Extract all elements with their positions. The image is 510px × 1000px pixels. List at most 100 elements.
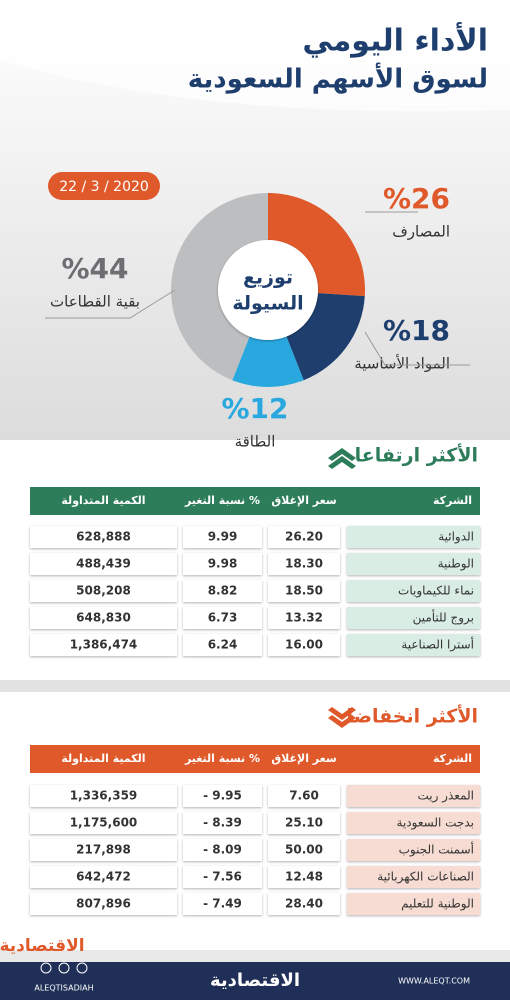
footer-strip	[0, 950, 510, 962]
cell-value: 488,439	[76, 557, 131, 571]
table-cell	[347, 580, 480, 602]
table-cell	[30, 866, 177, 888]
cell-value: 16.00	[285, 638, 323, 652]
table-cell	[268, 866, 340, 888]
cell-value: - 7.49	[203, 897, 242, 911]
table-cell	[183, 634, 262, 656]
down-icon	[328, 707, 356, 728]
date: 22 / 3 / 2020	[59, 179, 149, 195]
center-label: السيولة	[232, 293, 303, 315]
table-cell	[183, 526, 262, 548]
cell-value: 1,175,600	[70, 816, 138, 830]
table-cell	[30, 526, 177, 548]
table-cell	[347, 785, 480, 807]
table-cell	[268, 634, 340, 656]
footer-bar	[0, 962, 510, 1000]
cell-value: 18.30	[285, 557, 323, 571]
cell-value: - 7.56	[203, 870, 242, 884]
cell-value: 508,208	[76, 584, 131, 598]
table-cell	[30, 607, 177, 629]
category-label: المصارف	[392, 223, 450, 241]
table-cell	[183, 580, 262, 602]
date-pill	[48, 172, 160, 200]
table-header: نسبة التغير %	[184, 494, 260, 507]
cell-value: - 8.09	[203, 843, 242, 857]
cell-value: 7.60	[289, 789, 319, 803]
table-cell	[183, 812, 262, 834]
social-icon	[40, 962, 52, 974]
company-name: أسمنت الجنوب	[399, 842, 474, 858]
value-label: %26	[383, 182, 450, 215]
cell-value: 26.20	[285, 530, 323, 544]
table-cell	[347, 526, 480, 548]
table-cell	[30, 839, 177, 861]
company-name: المعذر ريت	[417, 789, 474, 804]
table-cell	[347, 839, 480, 861]
table-cell	[183, 839, 262, 861]
company-name: أسترا الصناعية	[401, 637, 474, 653]
cell-value: 8.82	[208, 584, 238, 598]
table-header-bar	[30, 487, 480, 515]
cell-value: 6.24	[208, 638, 238, 652]
table-cell	[30, 580, 177, 602]
company-name: الدوائية	[438, 530, 474, 545]
center-label: توزيع	[243, 267, 293, 289]
footer-website: WWW.ALEQT.COM	[398, 977, 470, 986]
leader-line	[45, 289, 176, 319]
social-icon	[58, 962, 70, 974]
table-header-bar	[30, 745, 480, 773]
social-icon	[76, 962, 88, 974]
table-header: الكمية المتداولة	[61, 752, 145, 765]
top-swoosh	[0, 0, 510, 112]
table-cell	[183, 553, 262, 575]
footer-handle: ALEQTISADIAH	[34, 984, 93, 993]
table-cell	[30, 785, 177, 807]
table-cell	[268, 580, 340, 602]
cell-value: 28.40	[285, 897, 323, 911]
divider	[0, 680, 510, 692]
table-cell	[347, 893, 480, 915]
table-header: نسبة التغير %	[184, 752, 260, 765]
cell-value: 13.32	[285, 611, 323, 625]
table-cell	[347, 866, 480, 888]
table-cell	[183, 866, 262, 888]
title: الأداء اليومي	[302, 22, 488, 59]
value-label: %18	[383, 314, 450, 347]
cell-value: 628,888	[76, 530, 131, 544]
cell-value: 50.00	[285, 843, 323, 857]
value-label: %12	[221, 392, 288, 425]
cell-value: 12.48	[285, 870, 323, 884]
company-name: نماء للكيماويات	[398, 584, 474, 599]
table-cell	[347, 553, 480, 575]
cell-value: 9.98	[208, 557, 238, 571]
table-header: الشركة	[433, 752, 472, 765]
table-cell	[268, 607, 340, 629]
subtitle: لسوق الأسهم السعودية	[188, 63, 488, 95]
table-cell	[183, 785, 262, 807]
cell-value: 1,336,359	[70, 789, 138, 803]
donut-segment	[170, 193, 268, 381]
company-name: بروج للتأمين	[413, 609, 474, 626]
table-cell	[268, 526, 340, 548]
table-cell	[183, 607, 262, 629]
category-label: بقية القطاعات	[50, 293, 140, 311]
corner-logo: الاقتصادية	[0, 936, 85, 956]
gainers-title: الأكثر ارتفاعا	[355, 444, 478, 467]
category-label: المواد الأساسية	[354, 354, 450, 373]
company-name: الوطنية	[438, 557, 474, 572]
up-icon	[328, 448, 356, 469]
table-cell	[268, 553, 340, 575]
cell-value: 217,898	[76, 843, 131, 857]
cell-value: 25.10	[285, 816, 323, 830]
cell-value: 648,830	[76, 611, 131, 625]
table-cell	[347, 812, 480, 834]
donut-segment	[268, 193, 365, 297]
category-label: الطاقة	[235, 433, 276, 451]
table-cell	[30, 812, 177, 834]
leader-line	[364, 331, 470, 366]
cell-value: 807,896	[76, 897, 131, 911]
table-cell	[183, 893, 262, 915]
table-header: الكمية المتداولة	[61, 494, 145, 507]
company-name: الصناعات الكهربائية	[377, 870, 474, 885]
table-cell	[30, 893, 177, 915]
